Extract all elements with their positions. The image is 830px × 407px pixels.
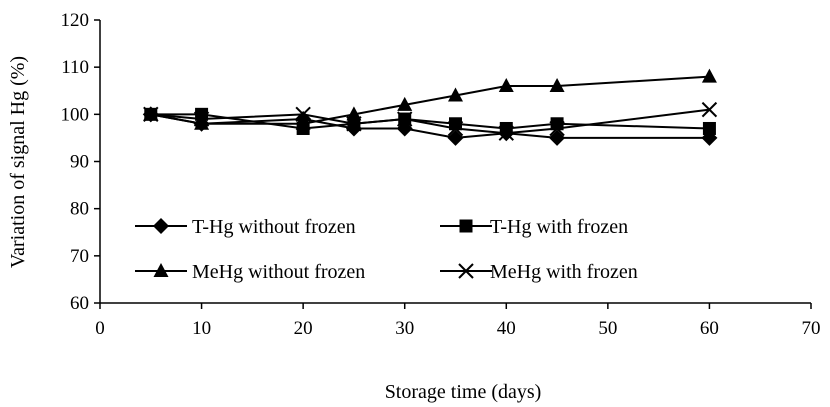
data-point xyxy=(550,117,564,131)
x-tick-label: 30 xyxy=(395,318,414,339)
axes: 60 70 80 90 100 110 120 0 10 20 30 40 50 60 70 xyxy=(61,10,821,339)
legend: T-Hg without frozen T-Hg with frozen MeHg … xyxy=(135,216,638,283)
data-point xyxy=(702,121,716,135)
legend-marker xyxy=(459,219,473,233)
x-marker-stroke xyxy=(447,120,464,137)
data-point xyxy=(295,115,311,130)
data-point xyxy=(346,116,362,132)
y-tick-label: 110 xyxy=(61,57,89,78)
x-tick-label: 10 xyxy=(192,318,211,339)
legend-label: MeHg without frozen xyxy=(192,261,365,283)
data-point xyxy=(193,111,210,127)
data-point xyxy=(396,120,413,137)
data-point xyxy=(397,111,413,127)
y-tick-label: 80 xyxy=(70,199,89,220)
data-point xyxy=(194,115,210,130)
legend-marker xyxy=(458,263,474,279)
legend-label: T-Hg without frozen xyxy=(192,216,356,238)
series-square xyxy=(144,107,716,135)
x-marker-stroke xyxy=(346,116,362,132)
x-tick-label: 20 xyxy=(294,318,313,339)
series-x xyxy=(143,101,718,141)
data-point xyxy=(346,106,362,121)
legend-item: T-Hg with frozen xyxy=(440,216,628,238)
x-marker-stroke xyxy=(397,111,413,127)
legend-marker xyxy=(153,263,169,277)
x-tick-label: 40 xyxy=(497,318,516,339)
y-tick-label: 100 xyxy=(61,104,90,125)
data-point xyxy=(447,120,464,137)
x-tick-label: 50 xyxy=(598,318,617,339)
legend-marker xyxy=(153,218,169,234)
data-point xyxy=(499,121,513,135)
x-marker-stroke xyxy=(193,111,210,127)
y-axis-label: Variation of signal Hg (%) xyxy=(7,56,29,268)
data-point xyxy=(498,78,514,93)
data-point xyxy=(701,68,717,83)
data-point xyxy=(295,106,311,123)
x-tick-label: 60 xyxy=(700,318,719,339)
data-point xyxy=(397,96,413,111)
x-marker-stroke xyxy=(498,125,514,141)
data-point xyxy=(447,129,464,146)
legend-item: MeHg without frozen xyxy=(135,261,365,283)
y-tick-label: 90 xyxy=(70,152,89,173)
data-point xyxy=(143,106,159,123)
series-layer xyxy=(142,68,718,146)
x-marker-stroke xyxy=(458,263,474,279)
legend-item: T-Hg without frozen xyxy=(135,216,356,238)
x-axis-label: Storage time (days) xyxy=(385,381,542,403)
x-tick-label: 0 xyxy=(95,318,105,339)
y-tick-label: 70 xyxy=(70,246,89,267)
legend-label: T-Hg with frozen xyxy=(490,216,628,238)
data-point xyxy=(195,107,209,121)
x-marker-stroke xyxy=(295,106,311,123)
data-point xyxy=(701,101,718,118)
data-point xyxy=(549,120,565,137)
data-point xyxy=(498,125,514,141)
data-point xyxy=(549,78,565,93)
legend-label: MeHg with frozen xyxy=(490,261,638,283)
x-tick-label: 70 xyxy=(802,318,821,339)
x-marker-stroke xyxy=(701,101,718,118)
legend-item: MeHg with frozen xyxy=(440,261,638,283)
x-marker-stroke xyxy=(549,120,565,137)
y-tick-label: 120 xyxy=(61,10,90,31)
data-point xyxy=(448,87,463,102)
x-marker-stroke xyxy=(143,106,159,123)
data-point xyxy=(549,129,566,146)
y-tick-label: 60 xyxy=(70,293,89,314)
